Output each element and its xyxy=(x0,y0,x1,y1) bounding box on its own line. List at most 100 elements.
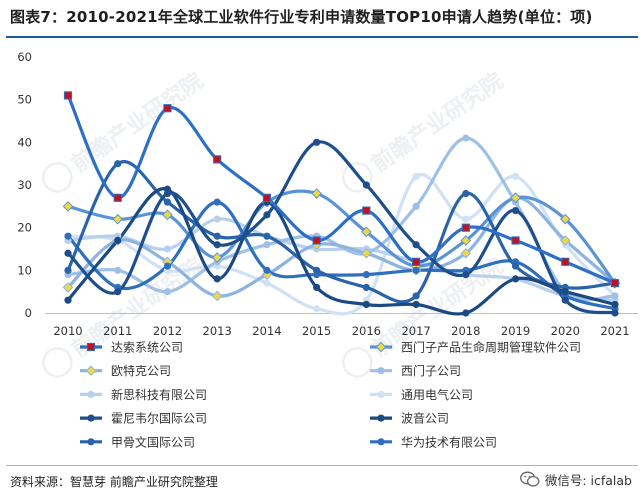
legend-label: 西门子公司 xyxy=(401,363,461,378)
data-point xyxy=(510,192,521,204)
data-point xyxy=(163,245,172,253)
data-point xyxy=(313,305,321,313)
watermark: 前瞻产业研究院 xyxy=(42,68,208,193)
data-point xyxy=(163,288,172,296)
data-point xyxy=(213,198,221,206)
x-tick-label: 2018 xyxy=(451,324,480,338)
legend-label: 波音公司 xyxy=(401,411,449,426)
legend-label: 达索系统公司 xyxy=(111,341,183,355)
data-point xyxy=(114,160,122,168)
data-point xyxy=(362,283,370,291)
legend-label: 华为技术有限公司 xyxy=(401,435,497,449)
data-point xyxy=(313,266,321,274)
data-point xyxy=(213,232,221,240)
wechat-icon xyxy=(519,471,540,487)
legend-marker xyxy=(85,365,97,377)
legend-marker xyxy=(377,390,385,398)
data-point xyxy=(62,201,74,212)
legend-marker xyxy=(86,342,96,352)
y-tick-label: 0 xyxy=(25,306,32,320)
data-point xyxy=(114,266,122,274)
y-tick-label: 20 xyxy=(17,221,32,235)
legend-marker xyxy=(377,438,385,446)
legend-label: 霍尼韦尔国际公司 xyxy=(111,411,207,426)
data-point xyxy=(559,213,571,225)
data-point xyxy=(263,211,271,219)
data-point xyxy=(511,172,520,181)
y-tick-label: 30 xyxy=(17,178,32,192)
data-point xyxy=(261,269,273,280)
y-tick-label: 40 xyxy=(17,135,32,149)
y-tick-label: 60 xyxy=(17,50,32,64)
data-point xyxy=(163,262,172,270)
data-point xyxy=(63,91,73,100)
data-point xyxy=(112,213,124,225)
legend-label: 甲骨文国际公司 xyxy=(111,434,195,449)
data-point xyxy=(611,309,619,317)
data-point xyxy=(311,188,322,199)
data-point xyxy=(361,247,372,259)
data-point xyxy=(64,232,72,240)
data-point xyxy=(462,134,470,142)
legend-item: 欧特克公司 xyxy=(80,363,171,378)
x-tick-label: 2020 xyxy=(551,324,580,338)
data-point xyxy=(64,249,72,257)
data-point xyxy=(460,235,472,246)
data-point xyxy=(213,275,221,283)
legend-label: 新思科技有限公司 xyxy=(111,387,207,402)
title-divider xyxy=(6,36,638,38)
legend-label: 西门子产品生命周期管理软件公司 xyxy=(401,340,581,355)
data-point xyxy=(263,232,271,240)
x-tick-label: 2014 xyxy=(252,324,281,338)
data-point xyxy=(263,266,271,274)
legend-marker xyxy=(87,438,95,446)
data-point xyxy=(262,193,272,202)
data-point xyxy=(561,288,569,296)
wechat-badge: 微信号: icfalab xyxy=(519,470,632,489)
svg-text:前瞻产业研究院: 前瞻产业研究院 xyxy=(367,68,508,178)
legend-marker xyxy=(87,414,95,422)
data-point xyxy=(412,202,420,210)
legend-marker xyxy=(377,367,385,375)
legend-item: 波音公司 xyxy=(370,411,449,426)
series-line xyxy=(66,217,617,302)
y-tick-label: 50 xyxy=(17,93,32,107)
source-note: 资料来源：智慧芽 前瞻产业研究院整理 xyxy=(10,475,218,489)
data-point xyxy=(211,290,223,302)
data-point xyxy=(163,198,172,206)
data-point xyxy=(362,206,371,215)
legend-marker xyxy=(377,414,385,422)
series-line xyxy=(66,196,617,298)
data-point xyxy=(462,271,470,279)
data-point xyxy=(163,104,172,113)
watermark: 前瞻产业研究院 xyxy=(342,68,508,193)
data-point xyxy=(64,266,72,274)
chart-title: 图表7：2010-2021年全球工业软件行业专利申请数量TOP10申请人趋势(单… xyxy=(10,8,593,26)
data-point xyxy=(611,300,619,309)
data-point xyxy=(462,189,470,198)
data-point xyxy=(62,282,74,293)
data-point xyxy=(162,209,173,221)
data-point xyxy=(263,279,271,287)
data-point xyxy=(461,223,470,232)
data-point xyxy=(559,235,571,246)
data-point xyxy=(213,155,222,164)
series-line xyxy=(66,140,617,315)
svg-text:前瞻产业研究院: 前瞻产业研究院 xyxy=(67,68,208,178)
data-point xyxy=(511,207,520,215)
data-point xyxy=(362,300,370,309)
x-tick-label: 2015 xyxy=(302,324,331,338)
x-tick-label: 2013 xyxy=(203,324,232,338)
data-point xyxy=(211,252,223,263)
y-tick-label: 10 xyxy=(17,263,32,277)
data-point xyxy=(312,236,321,245)
wechat-label: 微信号: icfalab xyxy=(544,473,632,488)
x-tick-label: 2017 xyxy=(401,324,430,338)
x-tick-label: 2012 xyxy=(153,324,182,338)
data-point xyxy=(462,215,470,223)
data-point xyxy=(313,283,321,291)
legend-label: 通用电气公司 xyxy=(401,387,473,402)
data-point xyxy=(411,257,421,266)
legend-item: 华为技术有限公司 xyxy=(370,435,497,449)
